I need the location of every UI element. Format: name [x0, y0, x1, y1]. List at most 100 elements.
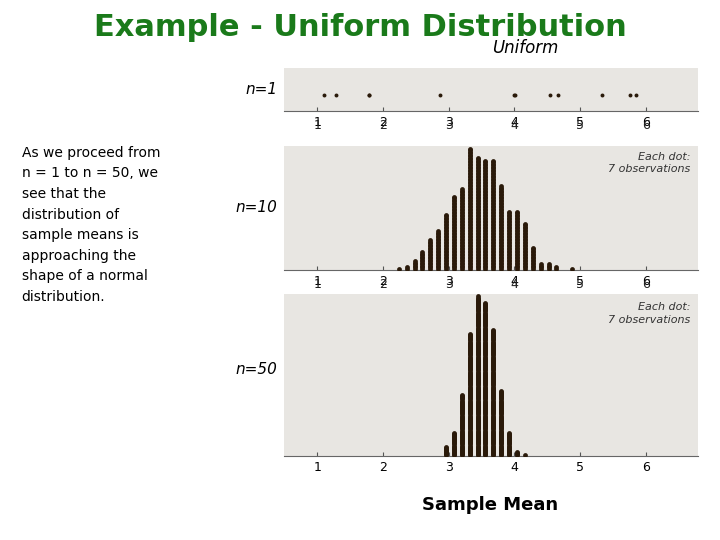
Point	[543, 262, 554, 271]
Point	[495, 447, 507, 455]
Point	[472, 434, 483, 442]
Point	[464, 392, 475, 401]
Point	[472, 450, 483, 458]
Point	[480, 389, 491, 397]
Point	[480, 173, 491, 181]
Point	[487, 186, 499, 195]
Point	[519, 264, 531, 273]
Point	[495, 397, 507, 406]
Point	[487, 401, 499, 409]
Point	[480, 402, 491, 410]
Point	[448, 218, 459, 226]
Point	[472, 306, 483, 315]
Point	[472, 321, 483, 330]
Point	[487, 396, 499, 405]
Point	[487, 441, 499, 450]
Point	[511, 255, 523, 264]
Point	[480, 345, 491, 353]
Point	[464, 424, 475, 433]
Point	[495, 396, 507, 405]
Point	[487, 449, 499, 457]
Point	[464, 433, 475, 441]
Point	[511, 262, 523, 271]
Point	[495, 415, 507, 424]
Point	[487, 182, 499, 191]
Point	[543, 261, 554, 270]
Point	[464, 375, 475, 383]
Point	[527, 248, 539, 256]
Point	[511, 239, 523, 247]
Point	[487, 408, 499, 417]
Point	[456, 402, 467, 410]
Point	[472, 399, 483, 407]
Point	[472, 328, 483, 336]
Point	[448, 449, 459, 457]
Point	[480, 367, 491, 376]
Point	[527, 245, 539, 253]
Point	[480, 170, 491, 179]
Point	[433, 249, 444, 258]
Point	[472, 335, 483, 343]
Point	[448, 240, 459, 249]
Point	[511, 254, 523, 262]
Point	[472, 415, 483, 424]
Point	[456, 449, 467, 457]
Point	[487, 400, 499, 408]
Point	[480, 352, 491, 361]
Point	[472, 362, 483, 370]
Point	[487, 435, 499, 443]
Point	[480, 401, 491, 409]
Point	[456, 260, 467, 268]
Point	[448, 431, 459, 440]
Point	[503, 219, 515, 228]
Point	[472, 203, 483, 212]
Point	[472, 315, 483, 323]
Point	[441, 242, 452, 251]
Point	[472, 298, 483, 306]
Point	[464, 342, 475, 351]
Point	[433, 240, 444, 249]
Point	[456, 409, 467, 418]
Point	[456, 447, 467, 455]
Point	[464, 207, 475, 216]
Point	[551, 264, 562, 273]
Point	[487, 224, 499, 232]
Point	[487, 258, 499, 267]
Point	[456, 436, 467, 444]
Point	[480, 190, 491, 198]
Point	[472, 303, 483, 312]
Point	[480, 359, 491, 367]
Point	[456, 219, 467, 228]
Point	[480, 425, 491, 434]
Point	[448, 230, 459, 238]
Point	[495, 440, 507, 449]
Point	[487, 237, 499, 246]
Point	[433, 227, 444, 235]
Point	[480, 420, 491, 428]
Point	[441, 444, 452, 453]
Point	[511, 225, 523, 234]
Point	[464, 201, 475, 210]
Point	[464, 357, 475, 366]
Point	[527, 261, 539, 270]
Point	[456, 245, 467, 253]
Point	[464, 242, 475, 251]
Point	[456, 261, 467, 270]
Point	[495, 204, 507, 213]
Point	[456, 399, 467, 407]
Point	[472, 375, 483, 383]
Point	[480, 330, 491, 339]
Point	[472, 327, 483, 335]
Point	[487, 417, 499, 426]
Point	[480, 260, 491, 268]
Point	[480, 350, 491, 359]
Point	[495, 393, 507, 402]
Point	[448, 215, 459, 224]
Point	[495, 390, 507, 399]
Point	[472, 195, 483, 204]
Point	[487, 433, 499, 441]
Point	[472, 388, 483, 396]
Point	[472, 184, 483, 192]
Point	[464, 359, 475, 367]
Point	[519, 451, 531, 460]
